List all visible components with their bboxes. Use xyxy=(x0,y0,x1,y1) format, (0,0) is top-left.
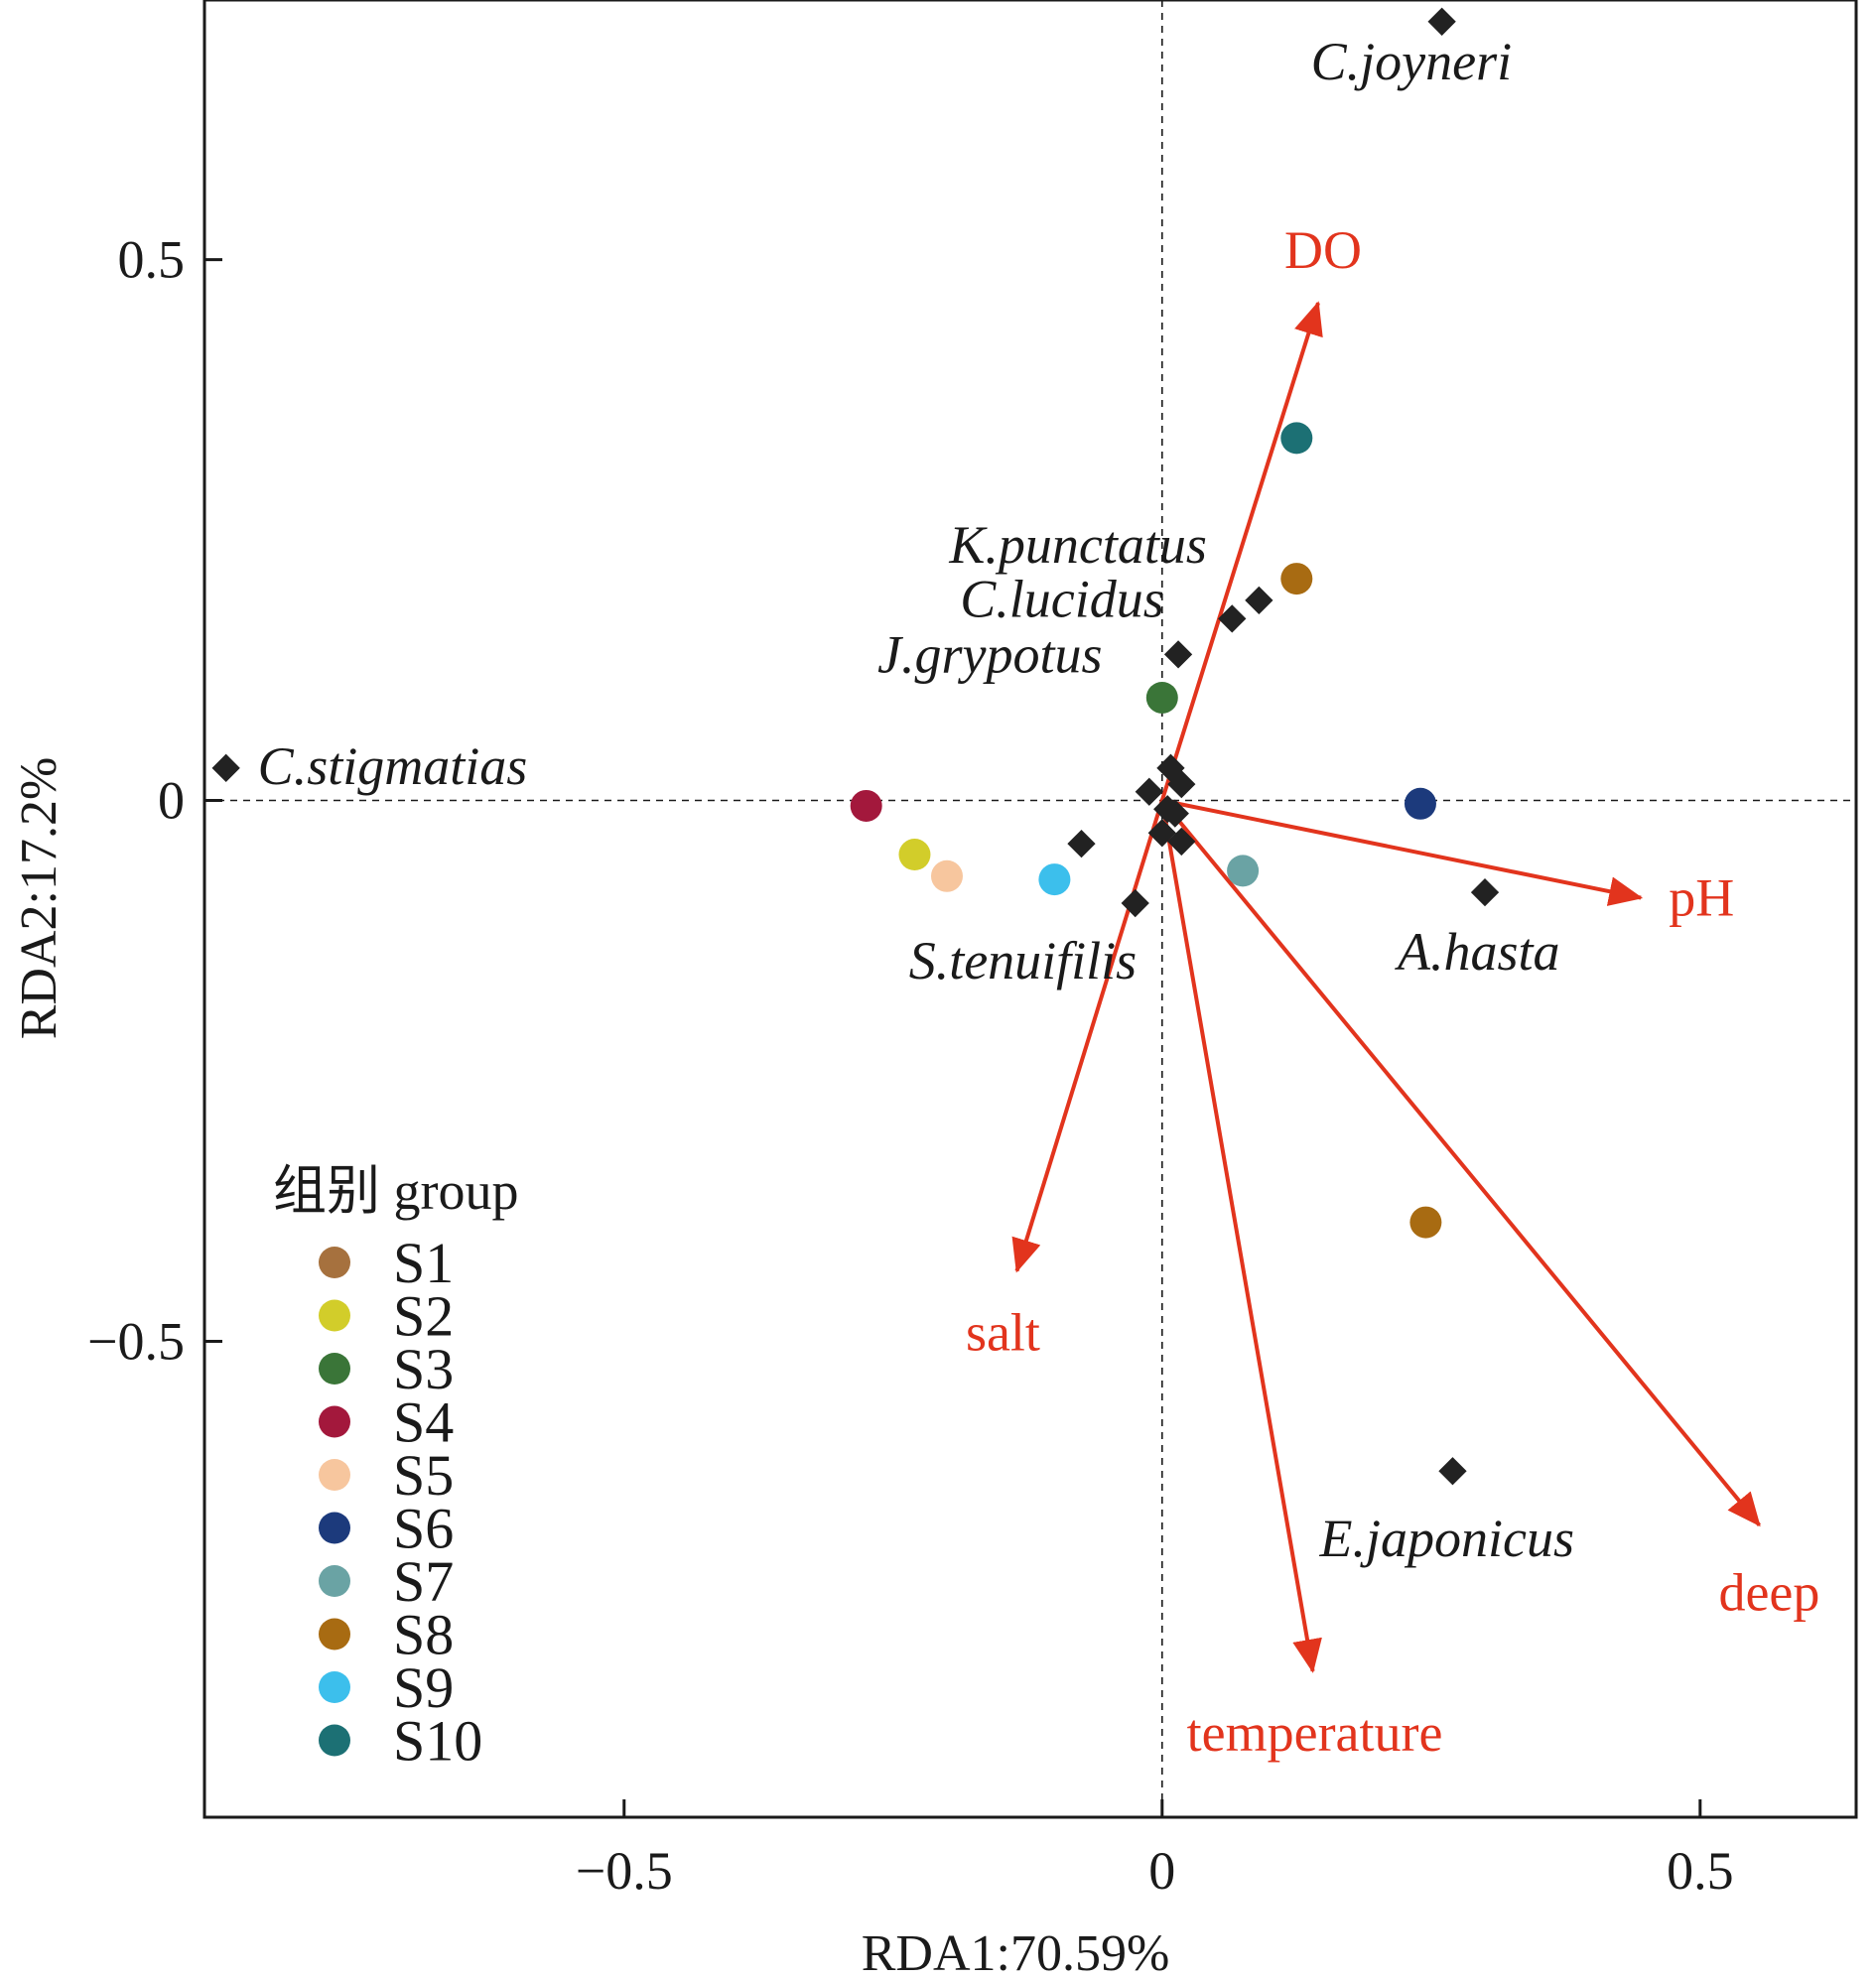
legend-marker-s4 xyxy=(319,1405,350,1438)
species-point xyxy=(1135,777,1163,806)
legend-label: S2 xyxy=(393,1284,454,1349)
species-label: C.joyneri xyxy=(1311,32,1512,91)
species-label: K.punctatus xyxy=(948,515,1207,575)
legend-label: S6 xyxy=(393,1497,454,1561)
env-vector-label: salt xyxy=(966,1303,1040,1363)
species-point xyxy=(1067,829,1096,858)
species-point xyxy=(1438,1457,1467,1486)
env-vector-arrow xyxy=(1159,800,1322,1673)
y-axis-title: RDA2:17.2% xyxy=(11,757,67,1040)
site-point-s7 xyxy=(1227,855,1260,887)
y-tick-label: −0.5 xyxy=(87,1311,185,1371)
legend-marker-s10 xyxy=(319,1724,350,1757)
plot-frame xyxy=(202,0,1858,1819)
legend-label: S4 xyxy=(393,1390,454,1455)
x-axis-title: RDA1:70.59% xyxy=(862,1925,1170,1980)
legend-label: S7 xyxy=(393,1549,454,1614)
y-tick-label: 0.5 xyxy=(118,230,186,290)
species-point xyxy=(1427,7,1456,36)
legend-marker-s8 xyxy=(319,1618,350,1650)
site-point-s10 xyxy=(1280,422,1313,455)
species-point xyxy=(1121,888,1149,918)
legend-marker-s5 xyxy=(319,1459,350,1491)
x-tick-label: 0.5 xyxy=(1667,1841,1734,1901)
site-point-s8 xyxy=(1409,1206,1442,1239)
legend-marker-s1 xyxy=(319,1247,350,1278)
legend-marker-s2 xyxy=(319,1299,350,1332)
species-point xyxy=(1218,604,1247,633)
species-point xyxy=(1245,586,1273,615)
legend-marker-s6 xyxy=(319,1512,350,1544)
env-vector-label: DO xyxy=(1284,220,1362,280)
species-point xyxy=(1167,827,1196,857)
env-vector-arrow xyxy=(1160,799,1761,1527)
site-point-s3 xyxy=(1145,681,1178,714)
species-point xyxy=(211,753,240,782)
site-point-s5 xyxy=(930,859,963,892)
legend-label: S1 xyxy=(393,1231,454,1295)
env-vector-arrow xyxy=(1159,301,1323,802)
legend-title: 组别 group xyxy=(273,1161,518,1221)
env-vector-label: temperature xyxy=(1187,1703,1443,1763)
env-vector-label: deep xyxy=(1718,1563,1819,1623)
legend-marker-s3 xyxy=(319,1353,350,1385)
legend-label: S5 xyxy=(393,1443,454,1508)
legend-label: S9 xyxy=(393,1655,454,1720)
legend-label: S8 xyxy=(393,1603,454,1667)
x-tick-label: 0 xyxy=(1148,1841,1175,1901)
species-label: C.lucidus xyxy=(960,569,1164,628)
species-label: C.stigmatias xyxy=(258,736,528,796)
site-point-s6 xyxy=(1404,787,1436,820)
species-point xyxy=(1163,640,1193,669)
species-label: J.grypotus xyxy=(877,624,1102,684)
env-vector-arrow xyxy=(1011,799,1164,1273)
legend-label: S10 xyxy=(393,1709,482,1774)
species-point xyxy=(1470,878,1500,907)
x-tick-label: −0.5 xyxy=(576,1841,673,1901)
legend-marker-s9 xyxy=(319,1671,350,1703)
site-point-s4 xyxy=(850,789,882,822)
species-label: S.tenuifilis xyxy=(909,931,1138,990)
site-point-s9 xyxy=(1038,863,1071,896)
legend-label: S3 xyxy=(393,1337,454,1401)
site-point-s2 xyxy=(898,839,931,871)
env-vector-arrow xyxy=(1161,798,1644,906)
species-label: A.hasta xyxy=(1395,922,1560,982)
y-tick-label: 0 xyxy=(158,771,185,831)
species-point xyxy=(1160,799,1189,828)
species-label: E.japonicus xyxy=(1318,1509,1573,1568)
site-point-s8 xyxy=(1280,563,1313,595)
legend-marker-s7 xyxy=(319,1565,350,1597)
env-vector-label: pH xyxy=(1669,868,1734,928)
species-point xyxy=(1167,770,1196,799)
